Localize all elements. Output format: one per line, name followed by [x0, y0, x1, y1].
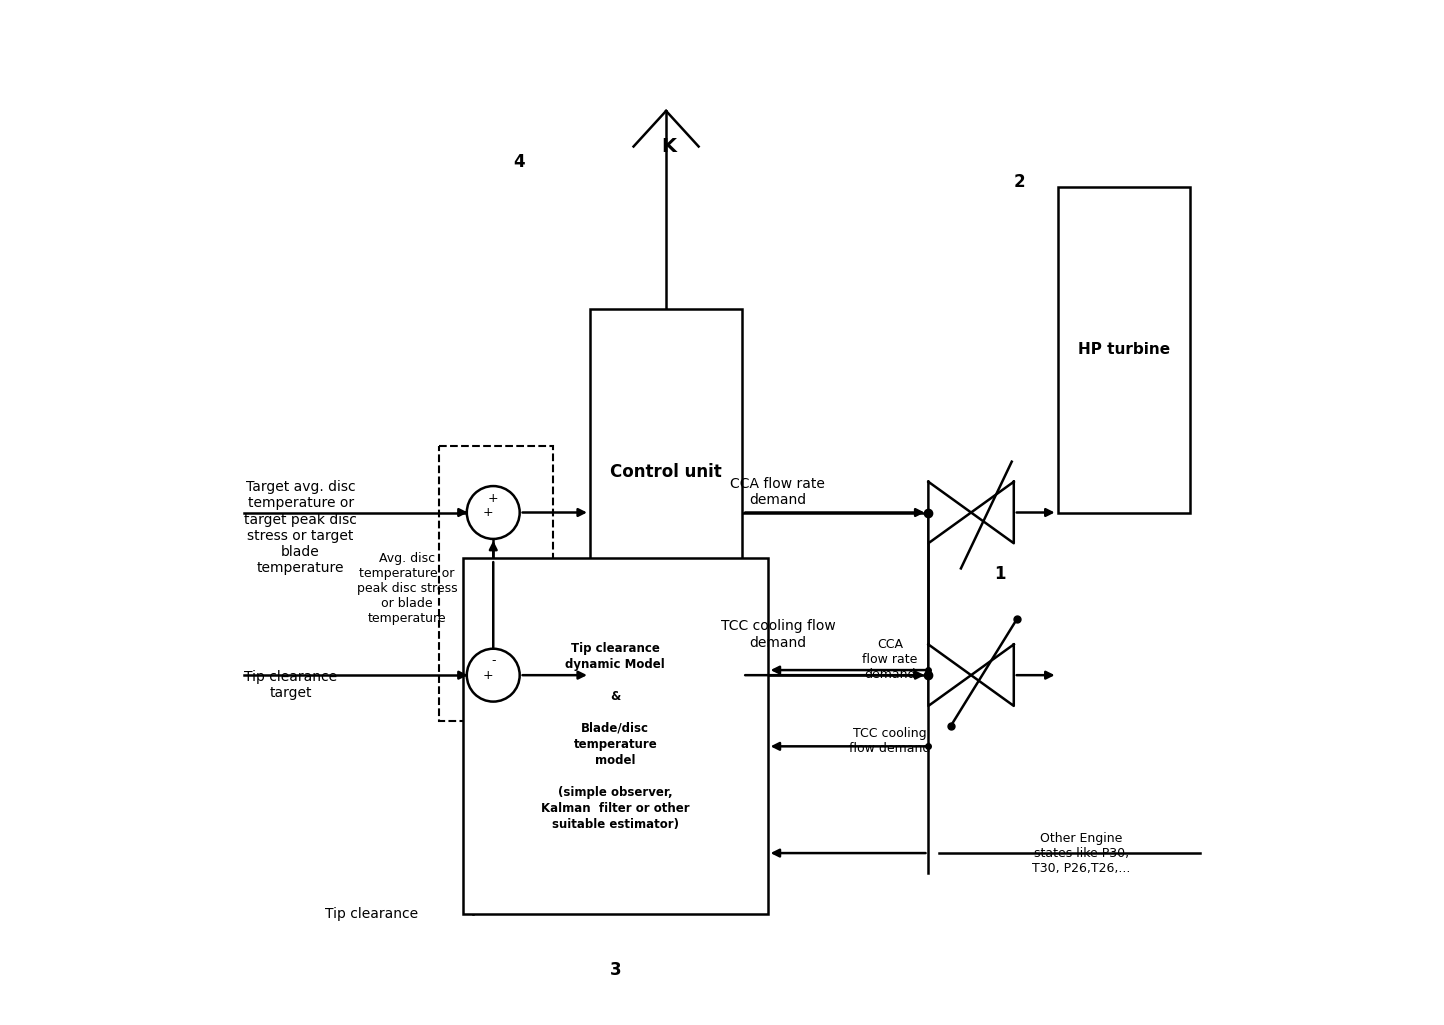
Text: 4: 4 [513, 153, 524, 171]
Bar [1057, 188, 1190, 512]
Bar [589, 310, 742, 634]
Text: Control unit: Control unit [611, 463, 722, 481]
Polygon shape [970, 645, 1014, 706]
Text: Avg. disc
temperature or
peak disc stress
or blade
temperature: Avg. disc temperature or peak disc stres… [357, 552, 458, 625]
Bar [462, 559, 768, 914]
Text: +: + [488, 492, 498, 504]
Text: Tip clearance: Tip clearance [325, 907, 417, 921]
Text: Other Engine
states like P30,
T30, P26,T26,...: Other Engine states like P30, T30, P26,T… [1032, 831, 1131, 874]
Text: Tip clearance
dynamic Model

&

Blade/disc
temperature
model

(simple observer,
: Tip clearance dynamic Model & Blade/disc… [542, 642, 690, 830]
Text: CCA flow rate
demand: CCA flow rate demand [731, 477, 826, 507]
Text: +: + [482, 668, 494, 682]
Text: Tip clearance
target: Tip clearance target [244, 670, 338, 700]
Circle shape [466, 649, 520, 701]
Text: TCC cooling flow
demand: TCC cooling flow demand [721, 619, 835, 650]
Text: +: + [482, 506, 494, 519]
Text: CCA
flow rate
demand: CCA flow rate demand [862, 639, 917, 682]
Text: TCC cooling
flow demand: TCC cooling flow demand [849, 728, 930, 755]
Circle shape [466, 486, 520, 539]
Text: 2: 2 [1014, 173, 1025, 191]
Text: Target avg. disc
temperature or
target peak disc
stress or target
blade
temperat: Target avg. disc temperature or target p… [244, 481, 357, 575]
Text: 3: 3 [609, 961, 621, 979]
Text: HP turbine: HP turbine [1077, 342, 1170, 358]
Polygon shape [928, 482, 970, 543]
Polygon shape [970, 482, 1014, 543]
Polygon shape [928, 645, 970, 706]
Bar [439, 447, 553, 721]
Text: -: - [491, 654, 495, 667]
Text: 1: 1 [993, 565, 1005, 582]
Text: K: K [661, 137, 677, 156]
